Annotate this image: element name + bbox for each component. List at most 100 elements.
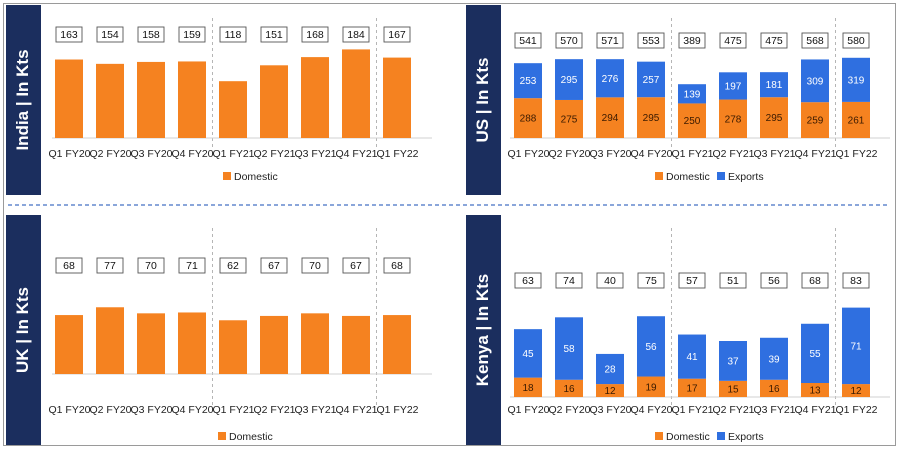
bar-domestic-5 bbox=[719, 380, 747, 397]
segment-label: 17 bbox=[686, 383, 698, 394]
bar-exports-5 bbox=[719, 341, 747, 381]
bar-exports-3 bbox=[637, 61, 665, 98]
total-label: 154 bbox=[101, 29, 119, 41]
bar-exports-6 bbox=[760, 72, 788, 98]
total-label-box bbox=[637, 272, 665, 289]
x-tick-label: Q2 FY20 bbox=[89, 404, 131, 416]
total-label: 553 bbox=[642, 35, 660, 47]
x-tick-label: Q1 FY20 bbox=[48, 148, 90, 160]
chart-title-us: US | In Kts bbox=[473, 57, 492, 142]
total-label: 57 bbox=[686, 275, 698, 287]
segment-label: 278 bbox=[725, 114, 742, 125]
bar-domestic-1 bbox=[96, 307, 124, 374]
segment-label: 295 bbox=[561, 75, 578, 86]
segment-label: 19 bbox=[645, 382, 657, 393]
total-label-box bbox=[678, 32, 706, 49]
total-label: 74 bbox=[563, 275, 575, 287]
segment-label: 13 bbox=[809, 386, 821, 397]
total-label-box bbox=[596, 32, 624, 49]
bar-domestic-7 bbox=[342, 315, 370, 374]
bar-exports-8 bbox=[842, 57, 870, 102]
total-label-box bbox=[637, 32, 665, 49]
title-sidebar-uk bbox=[6, 215, 41, 445]
total-label-box bbox=[760, 32, 788, 49]
x-tick-label: Q1 FY22 bbox=[835, 404, 877, 416]
total-label: 167 bbox=[388, 29, 406, 41]
segment-label: 16 bbox=[768, 384, 780, 395]
chart-title-kenya: Kenya | In Kts bbox=[473, 274, 492, 386]
bar-exports-0 bbox=[514, 63, 542, 99]
x-tick-label: Q1 FY22 bbox=[835, 148, 877, 160]
segment-label: 45 bbox=[522, 349, 534, 360]
x-tick-label: Q3 FY21 bbox=[753, 148, 795, 160]
bar-domestic-5 bbox=[260, 315, 288, 374]
total-label: 71 bbox=[186, 260, 198, 272]
total-label: 118 bbox=[225, 29, 242, 41]
x-tick-label: Q4 FY20 bbox=[171, 148, 213, 160]
bar-domestic-6 bbox=[301, 57, 329, 138]
total-label: 163 bbox=[60, 29, 78, 41]
segment-label: 275 bbox=[561, 114, 578, 125]
segment-label: 28 bbox=[604, 365, 616, 376]
total-label: 63 bbox=[522, 275, 534, 287]
total-label: 580 bbox=[847, 35, 865, 47]
total-label-box bbox=[383, 257, 411, 274]
bar-domestic-3 bbox=[637, 376, 665, 397]
segment-label: 41 bbox=[686, 352, 698, 363]
total-label-box bbox=[137, 26, 165, 43]
x-tick-label: Q1 FY21 bbox=[671, 148, 713, 160]
total-label: 184 bbox=[347, 29, 365, 41]
x-tick-label: Q3 FY21 bbox=[753, 404, 795, 416]
total-label: 151 bbox=[265, 29, 283, 41]
total-label: 62 bbox=[227, 260, 239, 272]
bar-exports-6 bbox=[760, 337, 788, 380]
bar-domestic-8 bbox=[842, 101, 870, 138]
chart-title-uk: UK | In Kts bbox=[13, 287, 32, 373]
bar-domestic-5 bbox=[260, 65, 288, 138]
bar-domestic-5 bbox=[719, 99, 747, 138]
total-label: 68 bbox=[63, 260, 75, 272]
segment-label: 12 bbox=[604, 386, 616, 397]
segment-label: 257 bbox=[643, 75, 660, 86]
segment-label: 139 bbox=[684, 89, 701, 100]
bar-domestic-0 bbox=[514, 98, 542, 138]
bar-domestic-3 bbox=[178, 312, 206, 374]
x-tick-label: Q3 FY21 bbox=[294, 404, 336, 416]
x-tick-label: Q4 FY21 bbox=[794, 148, 836, 160]
total-label: 75 bbox=[645, 275, 657, 287]
total-label: 83 bbox=[850, 275, 862, 287]
x-tick-label: Q4 FY21 bbox=[335, 148, 377, 160]
total-label: 475 bbox=[765, 35, 783, 47]
bar-domestic-4 bbox=[678, 103, 706, 138]
bar-domestic-8 bbox=[383, 57, 411, 139]
total-label: 77 bbox=[104, 260, 116, 272]
x-tick-label: Q3 FY20 bbox=[589, 148, 631, 160]
bar-domestic-0 bbox=[55, 59, 83, 138]
bar-domestic-7 bbox=[342, 49, 370, 138]
total-label: 475 bbox=[724, 35, 742, 47]
legend-label-domestic: Domestic bbox=[234, 171, 278, 183]
chart-india: India | In Kts 163 Q1 FY20 154 Q2 FY20 158 Q3 … bbox=[6, 5, 432, 195]
x-tick-label: Q2 FY20 bbox=[548, 404, 590, 416]
total-label: 67 bbox=[350, 260, 362, 272]
total-label-box bbox=[842, 272, 870, 289]
total-label: 168 bbox=[306, 29, 324, 41]
total-label-box bbox=[383, 26, 411, 43]
x-tick-label: Q1 FY21 bbox=[212, 148, 254, 160]
legend-label-exports: Exports bbox=[728, 431, 764, 443]
total-label: 40 bbox=[604, 275, 616, 287]
bar-domestic-7 bbox=[801, 102, 829, 138]
total-label-box bbox=[219, 26, 247, 43]
x-tick-label: Q1 FY21 bbox=[212, 404, 254, 416]
x-tick-label: Q2 FY21 bbox=[253, 404, 295, 416]
bar-domestic-8 bbox=[842, 384, 870, 397]
total-label-box bbox=[678, 272, 706, 289]
segment-label: 295 bbox=[643, 113, 660, 124]
total-label-box bbox=[342, 26, 370, 43]
bar-domestic-1 bbox=[555, 379, 583, 397]
total-label-box bbox=[219, 257, 247, 274]
total-label-box bbox=[301, 26, 329, 43]
legend-swatch-domestic bbox=[655, 432, 663, 440]
total-label-box bbox=[842, 32, 870, 49]
bar-exports-1 bbox=[555, 59, 583, 100]
